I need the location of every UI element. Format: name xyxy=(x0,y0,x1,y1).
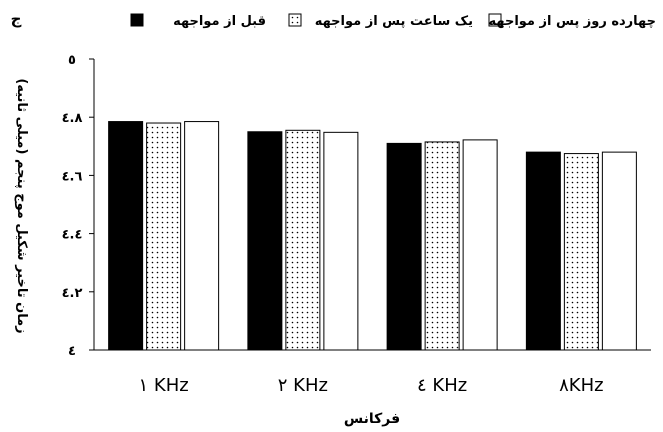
bar-before xyxy=(108,121,144,351)
bar-14d-after xyxy=(601,151,637,351)
legend-label-14d: چهارده روز پس از مواجهه xyxy=(488,14,656,29)
legend-swatch-14d xyxy=(488,13,502,27)
x-tick-label: ۸KHz xyxy=(559,375,603,396)
bar-1h-after xyxy=(563,153,599,351)
bar-1h-after xyxy=(285,129,321,351)
y-axis-label: زمان تاخیر شکیل موج پنجم (میلی ثانیه) xyxy=(14,78,29,333)
legend-label-before: قبل از مواجهه xyxy=(173,14,266,29)
bar-14d-after xyxy=(184,121,220,351)
x-tick-label: ۲ KHz xyxy=(278,375,328,396)
y-tick-label: ٤.٤ xyxy=(62,228,83,243)
x-tick-label: ۱ KHz xyxy=(139,375,189,396)
x-axis-label: فرکانس xyxy=(344,411,400,427)
legend-swatch-before xyxy=(130,13,144,27)
panel-label: ج xyxy=(11,10,22,28)
bar-1h-after xyxy=(146,122,182,351)
bar-1h-after xyxy=(424,141,460,351)
bar-before xyxy=(247,131,283,351)
y-tick-label: ٤.٦ xyxy=(62,169,83,184)
y-tick-label: ٤.۸ xyxy=(62,111,83,126)
bar-14d-after xyxy=(323,131,359,351)
x-tick-label: ٤ KHz xyxy=(417,375,467,396)
legend-label-1h: یک ساعت پس از مواجهه xyxy=(315,14,473,29)
bar-14d-after xyxy=(462,139,498,351)
legend: قبل از مواجهه یک ساعت پس از مواجهه چهارد… xyxy=(130,13,656,29)
y-tick-label: ٤ xyxy=(68,344,76,359)
bar-before xyxy=(525,151,561,351)
legend-swatch-1h xyxy=(288,13,302,27)
y-tick-label: ٥ xyxy=(68,53,76,68)
bar-before xyxy=(386,142,422,351)
y-tick-label: ٤.۲ xyxy=(62,286,83,301)
